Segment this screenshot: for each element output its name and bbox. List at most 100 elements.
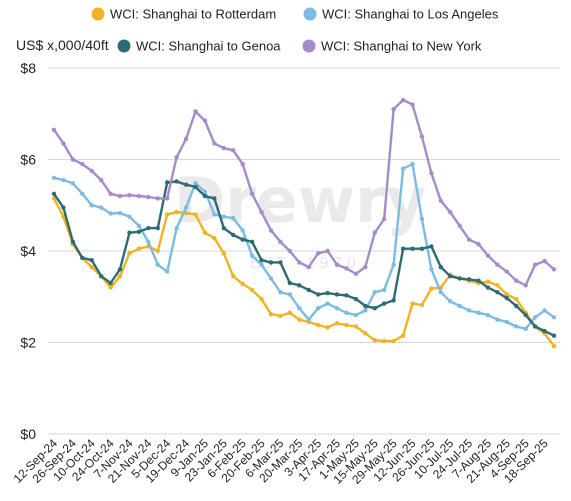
data-point [372,305,377,311]
data-point [278,289,283,295]
data-point [249,191,255,197]
legend-swatch [302,39,316,53]
data-point [249,287,255,293]
data-point [551,267,557,272]
data-point [551,333,557,338]
data-point [193,109,198,114]
data-point [495,283,500,288]
data-point [278,313,283,319]
data-point [231,148,236,153]
data-point [353,296,359,302]
data-point [353,271,359,277]
data-point [551,343,557,349]
data-point [212,235,217,241]
data-point [297,283,302,288]
data-point [344,293,349,298]
data-point [51,191,57,197]
data-point [231,232,236,238]
series-1 [51,161,557,331]
data-point [429,244,434,249]
data-point [268,311,274,317]
data-point [344,310,349,315]
y-tick-label: $2 [20,335,36,351]
data-point [202,230,208,235]
data-point [419,216,425,222]
data-point [202,118,208,123]
legend-label: WCI: Shanghai to New York [321,39,482,54]
data-point [89,168,94,174]
data-point [98,205,104,210]
data-point [429,286,434,291]
data-point [495,262,500,267]
data-point [278,239,283,245]
data-point [61,141,66,146]
data-point [457,223,462,229]
data-point [117,273,123,279]
data-point [400,97,406,103]
data-point [240,228,245,233]
data-point [183,182,189,187]
data-point [127,251,132,256]
data-point [448,209,453,215]
data-point [89,203,94,208]
data-point [80,255,85,261]
data-point [240,281,245,287]
data-point [108,280,113,286]
data-point [61,205,66,210]
data-point [363,331,368,336]
data-point [70,181,76,186]
data-point [334,305,340,311]
data-point [89,257,94,263]
data-point [259,296,264,302]
data-point [231,273,236,279]
data-point [51,127,57,132]
legend-swatch [117,39,131,53]
data-point [419,134,425,139]
data-point [146,239,151,245]
data-point [381,301,387,306]
data-point [193,184,198,190]
y-axis-tick-labels: $0 $2 $4 $6 $8 [20,60,36,442]
data-point [485,285,491,290]
data-point [212,141,217,146]
data-point [391,106,396,112]
data-point [532,324,538,329]
data-point [108,285,113,290]
data-point [259,262,264,267]
data-point [117,193,123,199]
data-point [165,212,170,217]
legend-label: WCI: Shanghai to Rotterdam [110,7,276,22]
data-point [306,287,311,293]
data-point [476,278,481,283]
data-point [98,273,104,279]
data-point [127,230,132,235]
data-point [155,262,160,267]
data-point [221,251,227,256]
data-point [410,102,415,107]
data-point [485,253,491,258]
data-point [325,248,330,254]
data-point [334,292,340,297]
data-point [476,310,481,315]
data-point [381,287,387,293]
y-tick-label: $6 [20,152,36,168]
data-point [306,317,311,322]
data-point [70,157,76,162]
data-point [325,325,330,330]
data-point [523,283,528,288]
data-point [344,322,349,328]
y-tick-label: $8 [20,60,36,76]
data-point [457,303,462,309]
data-point [155,225,160,231]
data-point [287,280,293,286]
data-point [268,228,274,233]
data-point [438,289,443,295]
data-point [391,262,396,267]
watermark-sub: EST. 1970 [250,254,360,272]
data-point [221,225,227,231]
data-point [268,260,274,265]
data-point [542,258,547,264]
data-point [400,246,406,251]
data-point [476,241,481,247]
